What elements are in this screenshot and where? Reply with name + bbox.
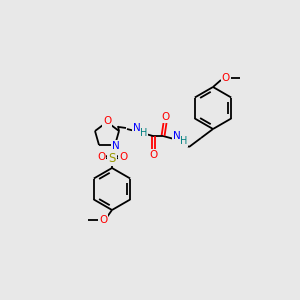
Text: S: S bbox=[108, 152, 116, 166]
Text: H: H bbox=[140, 128, 148, 138]
Text: O: O bbox=[97, 152, 105, 162]
Text: O: O bbox=[161, 112, 169, 122]
Text: N: N bbox=[173, 131, 181, 141]
Text: O: O bbox=[222, 73, 230, 83]
Text: O: O bbox=[149, 150, 157, 160]
Text: N: N bbox=[112, 141, 120, 151]
Text: O: O bbox=[99, 215, 107, 225]
Text: N: N bbox=[133, 123, 141, 133]
Text: O: O bbox=[103, 116, 111, 126]
Text: O: O bbox=[119, 152, 127, 162]
Text: H: H bbox=[180, 136, 188, 146]
